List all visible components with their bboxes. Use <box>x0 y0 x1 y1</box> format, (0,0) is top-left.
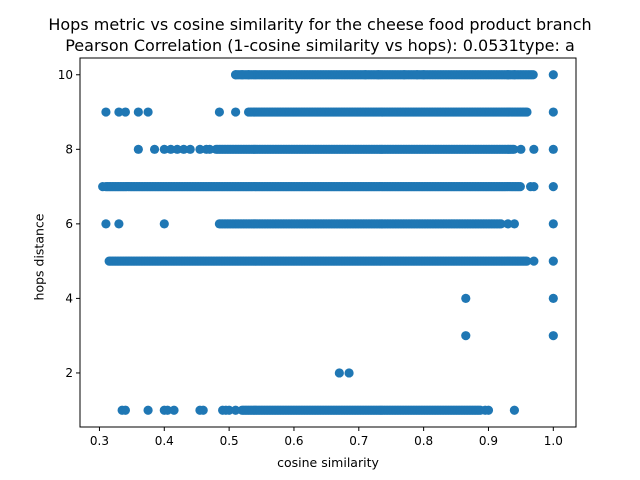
data-point <box>529 256 539 266</box>
data-point <box>516 144 526 154</box>
x-tick-label: 1.0 <box>544 434 563 448</box>
data-point <box>334 368 344 378</box>
data-point <box>143 107 153 117</box>
data-point <box>101 107 111 117</box>
data-point <box>548 331 558 341</box>
data-point <box>143 405 153 415</box>
x-tick-label: 0.8 <box>414 434 433 448</box>
data-point <box>133 107 143 117</box>
data-point <box>120 107 130 117</box>
x-tick-label: 0.9 <box>479 434 498 448</box>
data-point <box>522 256 532 266</box>
x-tick-label: 0.7 <box>349 434 368 448</box>
data-point <box>101 219 111 229</box>
data-point <box>548 219 558 229</box>
data-point <box>529 181 539 192</box>
data-point <box>169 405 179 415</box>
data-point <box>412 70 422 80</box>
data-point <box>522 107 532 117</box>
data-point <box>162 405 173 415</box>
x-tick-label: 0.5 <box>220 434 239 448</box>
data-point <box>483 405 494 415</box>
chart-title: Hops metric vs cosine similarity for the… <box>48 15 592 34</box>
data-point <box>114 107 124 117</box>
data-point <box>529 144 539 154</box>
data-point <box>133 144 143 154</box>
x-tick-label: 0.3 <box>90 434 109 448</box>
data-point <box>503 70 513 80</box>
data-point <box>515 181 525 192</box>
data-point <box>185 144 195 154</box>
data-point <box>548 107 558 117</box>
data-point <box>166 144 176 154</box>
data-point <box>360 70 370 80</box>
data-point <box>159 219 169 229</box>
data-point <box>179 144 189 154</box>
data-point <box>120 405 130 415</box>
data-point <box>114 219 124 229</box>
data-point <box>224 405 234 415</box>
x-axis-ticks: 0.3 0.4 0.5 0.6 0.7 0.8 0.9 1.0 <box>90 427 563 448</box>
y-tick-label: 2 <box>65 366 73 380</box>
data-point <box>237 70 247 80</box>
data-point <box>528 70 538 80</box>
data-point <box>205 144 215 154</box>
data-point <box>195 144 205 154</box>
data-point <box>198 405 208 415</box>
data-point <box>344 368 354 378</box>
y-tick-label: 4 <box>65 291 73 305</box>
y-axis-label: hops distance <box>31 213 47 301</box>
data-point <box>461 331 471 341</box>
data-point <box>503 219 513 229</box>
data-point <box>548 293 558 304</box>
data-point <box>231 70 241 80</box>
y-axis-ticks: 2 4 6 8 10 <box>58 68 80 380</box>
data-point <box>172 144 182 154</box>
data-point <box>548 181 558 192</box>
data-point <box>509 144 519 154</box>
data-point <box>231 107 241 117</box>
x-tick-label: 0.6 <box>284 434 303 448</box>
data-point <box>399 70 409 80</box>
data-point <box>548 256 558 266</box>
data-point <box>509 219 520 229</box>
data-point <box>496 219 506 229</box>
data-point <box>149 144 160 154</box>
data-point <box>98 181 108 192</box>
plot-frame <box>79 57 577 428</box>
data-point <box>231 405 241 415</box>
x-tick-label: 0.4 <box>155 434 174 448</box>
x-axis-label: cosine similarity <box>277 455 379 470</box>
y-tick-label: 8 <box>65 142 73 156</box>
data-point <box>419 70 429 80</box>
data-point <box>548 144 558 154</box>
data-point <box>214 107 224 117</box>
y-tick-label: 10 <box>58 68 73 82</box>
data-point <box>548 70 558 80</box>
data-point <box>461 293 471 304</box>
y-tick-label: 6 <box>65 217 73 231</box>
data-point <box>509 70 520 80</box>
data-point <box>509 405 520 415</box>
points-layer <box>98 70 558 415</box>
data-point <box>159 144 169 154</box>
data-point <box>373 70 383 80</box>
chart-subtitle: Pearson Correlation (1-cosine similarity… <box>65 36 575 55</box>
data-point <box>243 70 254 80</box>
